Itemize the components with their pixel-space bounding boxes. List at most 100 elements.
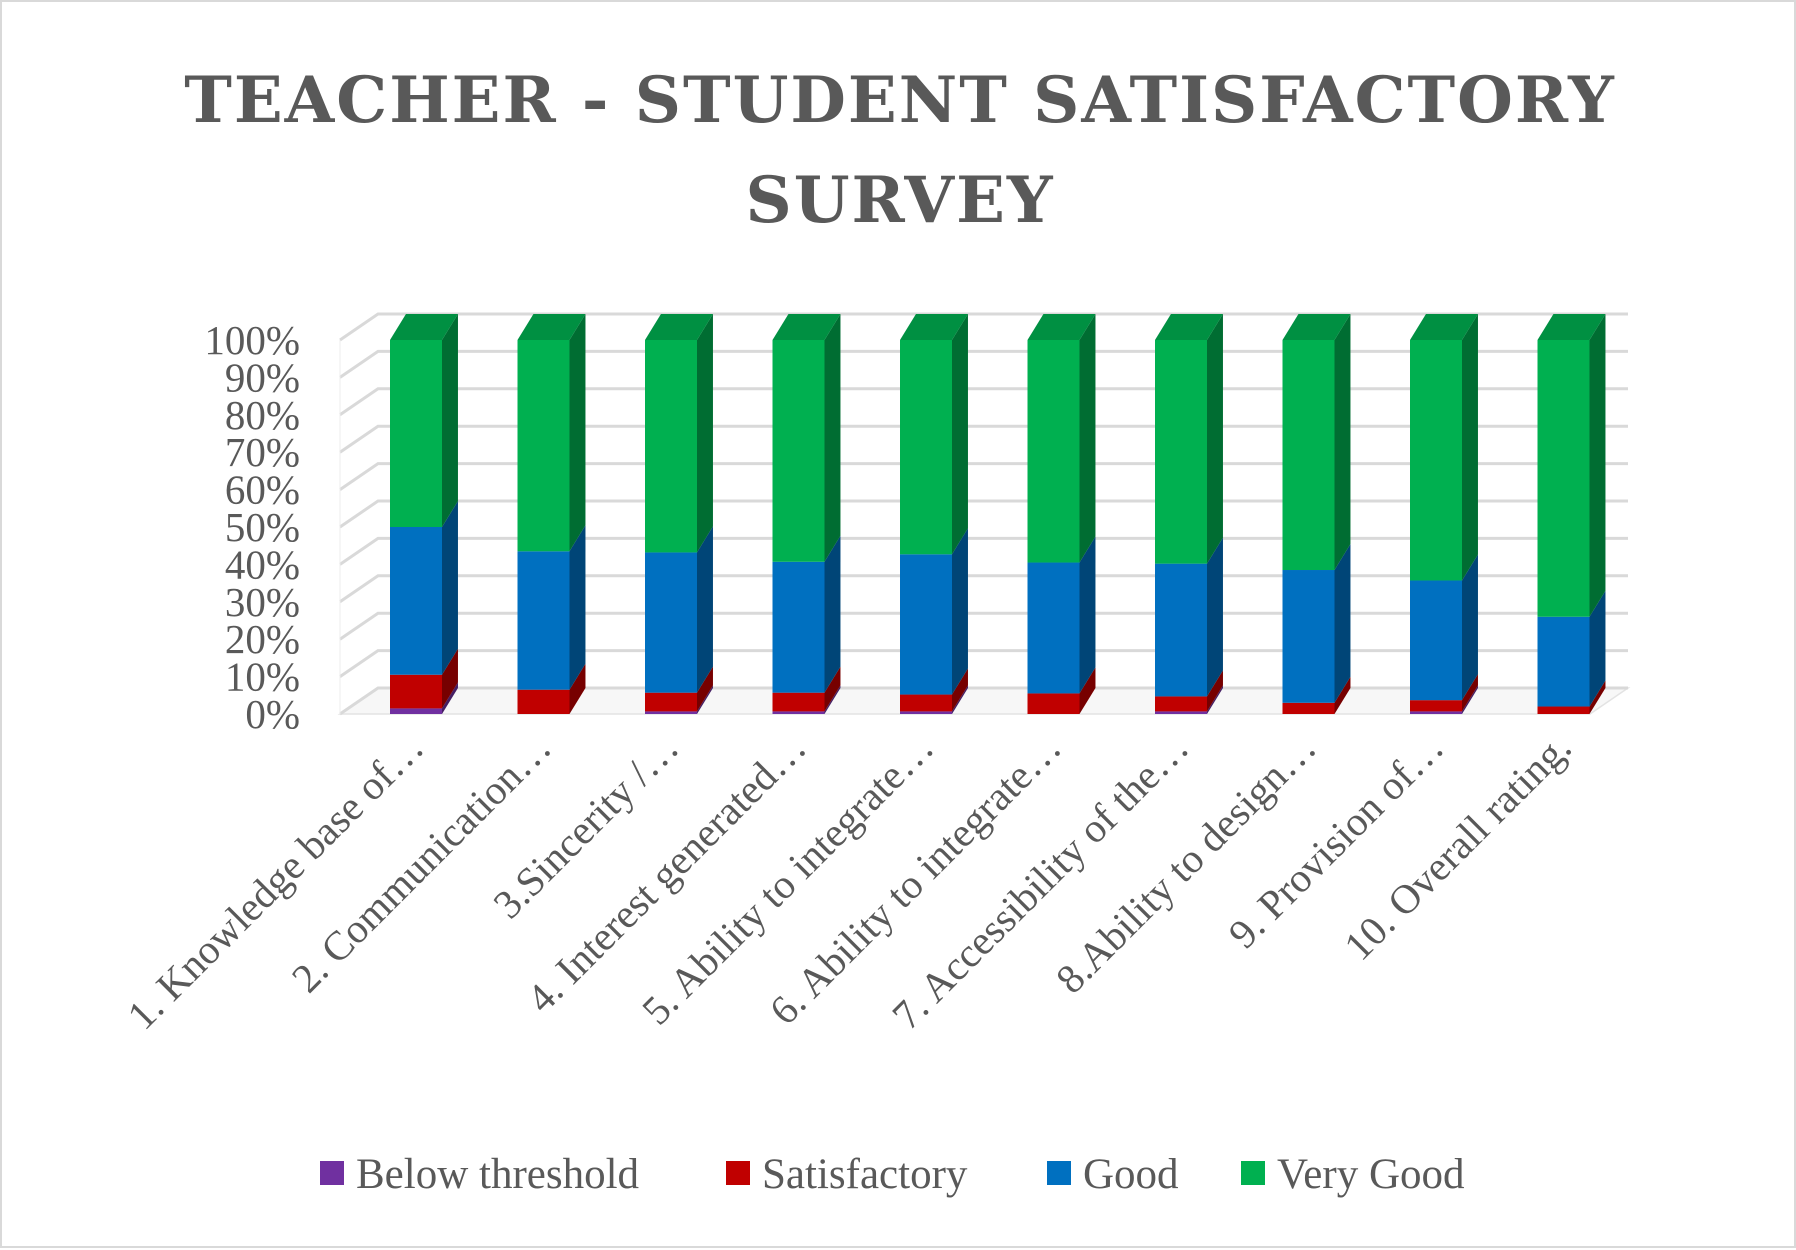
bar-front <box>900 340 952 555</box>
bar-stack <box>1410 314 1478 714</box>
bar-top <box>1282 314 1351 340</box>
bar-segment <box>1537 314 1606 617</box>
y-tick-label: 40% <box>225 541 300 587</box>
bar-side <box>952 528 968 695</box>
bar-segment <box>517 663 586 714</box>
y-axis: 0%10%20%30%40%50%60%70%80%90%100% <box>204 317 300 737</box>
bar-side <box>442 314 458 527</box>
bar-side <box>442 501 458 675</box>
bar-front <box>1027 562 1080 694</box>
bar-side <box>952 685 968 714</box>
bar-top <box>1537 314 1606 340</box>
bar-segment <box>1282 676 1351 714</box>
bar-side <box>1589 314 1606 617</box>
bar-front <box>1537 340 1590 617</box>
bar-front <box>645 552 697 693</box>
bar-side <box>697 666 713 712</box>
bar-front <box>900 554 952 695</box>
bar-front <box>1410 711 1462 714</box>
bar-side <box>1334 314 1351 571</box>
x-axis-labels: 1. Knowledge base of…2. Communication…3.… <box>118 724 1580 1038</box>
bar-top <box>1410 314 1478 340</box>
bar-segment <box>900 528 968 695</box>
bar-side <box>1462 674 1478 712</box>
bar-side <box>1334 676 1351 714</box>
bar-top <box>517 314 586 340</box>
bar-front <box>645 692 697 712</box>
legend-item: Very Good <box>1241 1151 1465 1198</box>
bar-segment <box>772 535 841 693</box>
bar-side <box>1079 536 1096 694</box>
y-tick-label: 70% <box>225 429 300 475</box>
bar-front <box>645 340 697 553</box>
bar-front <box>645 711 697 714</box>
legend-item: Below threshold <box>320 1151 639 1198</box>
y-tick-label: 60% <box>225 467 300 513</box>
bar-side <box>1207 537 1223 697</box>
legend-item: Satisfactory <box>726 1151 968 1198</box>
bar-segment <box>390 501 458 675</box>
bar-side <box>1207 685 1223 714</box>
bar-segment <box>390 682 458 714</box>
bar-front <box>1027 693 1080 714</box>
bar-segment <box>645 666 713 712</box>
bar-segment <box>1537 680 1606 714</box>
bar-segment <box>1410 685 1478 714</box>
bar-side <box>569 663 586 714</box>
bar-top <box>900 314 968 340</box>
y-tick-label: 10% <box>225 654 300 700</box>
bar-front <box>390 708 442 714</box>
bar-segment <box>1027 667 1096 714</box>
y-tick-label: 90% <box>225 354 300 400</box>
bar-stack <box>1155 314 1223 714</box>
legend-label: Below threshold <box>356 1151 639 1198</box>
legend-label: Good <box>1083 1151 1179 1198</box>
bar-segment <box>1410 674 1478 712</box>
bar-stack <box>1537 314 1606 714</box>
bar-segment <box>1410 314 1478 581</box>
legend-swatch <box>1047 1161 1071 1185</box>
bar-side <box>952 668 968 712</box>
bar-segment <box>1282 544 1351 703</box>
bar-side <box>952 314 968 555</box>
bar-top <box>1155 314 1223 340</box>
bar-side <box>1079 314 1096 563</box>
bar-front <box>772 561 825 693</box>
bar-segment <box>900 685 968 714</box>
x-tick-label: 9. Provision of… <box>1219 724 1452 957</box>
chart-title-line-1: TEACHER - STUDENT SATISFACTORY <box>184 63 1616 138</box>
y-tick-label: 50% <box>225 504 300 550</box>
bar-segment <box>1410 554 1478 701</box>
bar-front <box>1410 580 1462 701</box>
bar-side <box>1462 685 1478 714</box>
bar-side <box>1207 670 1223 712</box>
bar-side <box>1589 590 1606 707</box>
bar-side <box>824 535 841 693</box>
bar-top <box>645 314 713 340</box>
bar-front <box>1537 706 1590 714</box>
bar-segment <box>1282 314 1351 571</box>
bar-front <box>1155 696 1207 712</box>
bar-segment <box>1027 536 1096 694</box>
bar-side <box>1589 680 1606 714</box>
bar-segment <box>1155 685 1223 714</box>
bar-front <box>900 711 952 714</box>
bar-segment <box>645 526 713 693</box>
bar-segment <box>1155 670 1223 712</box>
bar-side <box>442 682 458 714</box>
bar-front <box>772 711 825 714</box>
bar-segment <box>390 314 458 527</box>
bar-front <box>1027 340 1080 563</box>
bar-segment <box>517 314 586 552</box>
bar-side <box>824 314 841 562</box>
y-tick-label: 100% <box>204 317 300 363</box>
bar-front <box>1155 711 1207 714</box>
bar-stack <box>390 314 458 714</box>
bar-stack <box>900 314 968 714</box>
y-tick-label: 20% <box>225 616 300 662</box>
y-tick-label: 80% <box>225 392 300 438</box>
bar-front <box>390 674 442 709</box>
bar-front <box>517 551 570 690</box>
